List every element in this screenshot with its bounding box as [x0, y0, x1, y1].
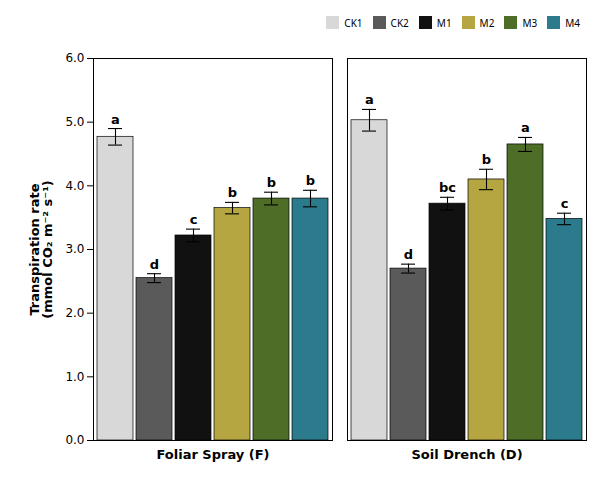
svg-text:c: c	[190, 212, 198, 227]
svg-text:3.0: 3.0	[65, 242, 84, 256]
svg-text:d: d	[150, 257, 159, 272]
svg-text:a: a	[111, 112, 120, 127]
svg-text:Soil Drench (D): Soil Drench (D)	[411, 447, 522, 462]
svg-text:2.0: 2.0	[65, 306, 84, 320]
svg-text:b: b	[482, 152, 491, 167]
svg-text:Foliar Spray (F): Foliar Spray (F)	[156, 447, 269, 462]
svg-text:6.0: 6.0	[65, 51, 84, 65]
html-text:CK2: CK2	[390, 15, 409, 30]
svg-text:5.0: 5.0	[65, 115, 84, 129]
svg-text:1.0: 1.0	[65, 370, 84, 384]
html-text:M1: M1	[436, 15, 452, 30]
svg-text:b: b	[228, 185, 237, 200]
svg-text:0.0: 0.0	[65, 433, 84, 447]
html-text:M2: M2	[479, 15, 495, 30]
html-text:M4: M4	[565, 15, 580, 30]
svg-text:bc: bc	[439, 180, 456, 195]
html-text:CK1: CK1	[344, 15, 363, 30]
svg-text:c: c	[561, 196, 569, 211]
html-text:M3: M3	[522, 15, 538, 30]
svg-text:b: b	[306, 173, 315, 188]
svg-text:b: b	[267, 175, 276, 190]
svg-text:a: a	[521, 120, 530, 135]
svg-text:4.0: 4.0	[65, 179, 84, 193]
svg-text:a: a	[365, 92, 374, 107]
svg-text:Transpiration rate(mmol CO₂ m⁻: Transpiration rate(mmol CO₂ m⁻² s⁻¹)	[27, 180, 55, 319]
svg-text:d: d	[404, 247, 413, 262]
